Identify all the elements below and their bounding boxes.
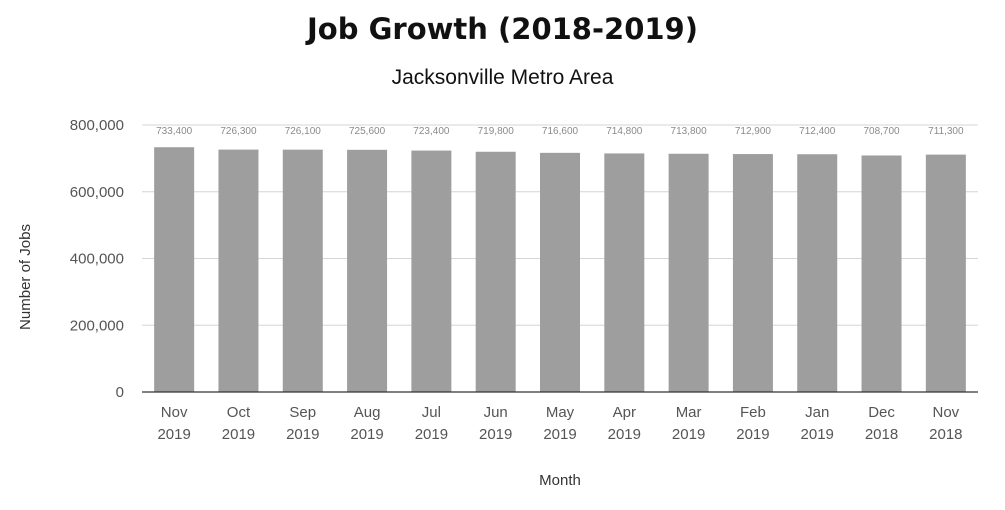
x-tick-label: May (546, 404, 575, 421)
data-label: 716,600 (542, 126, 579, 137)
x-tick-label: 2018 (929, 426, 962, 443)
y-tick-label: 800,000 (70, 117, 124, 134)
x-tick-label: 2019 (286, 426, 319, 443)
bar (347, 149, 388, 392)
x-tick-label: 2019 (479, 426, 512, 443)
x-tick-label: 2019 (736, 426, 769, 443)
data-label: 726,100 (285, 126, 322, 137)
x-tick-label: Jan (805, 404, 829, 421)
data-label: 714,800 (606, 126, 643, 137)
bar (282, 149, 323, 392)
x-tick-label: 2019 (801, 426, 834, 443)
x-tick-label: 2019 (157, 426, 190, 443)
y-tick-label: 600,000 (70, 184, 124, 201)
x-tick-label: Jun (484, 404, 508, 421)
chart-subtitle: Jacksonville Metro Area (391, 66, 614, 89)
x-axis-title: Month (539, 472, 581, 489)
x-tick-label: 2019 (543, 426, 576, 443)
bar (925, 154, 966, 392)
x-tick-label: 2018 (865, 426, 898, 443)
data-label: 733,400 (156, 126, 193, 137)
data-label: 711,300 (928, 126, 964, 137)
x-tick-label: Feb (740, 404, 766, 421)
y-tick-label: 200,000 (70, 317, 124, 334)
bar (218, 149, 259, 392)
data-label: 712,900 (735, 126, 772, 137)
x-tick-label: 2019 (672, 426, 705, 443)
data-label: 719,800 (478, 126, 515, 137)
x-tick-label: Sep (289, 404, 316, 421)
bar (154, 147, 195, 392)
data-label: 712,400 (799, 126, 836, 137)
y-tick-label: 400,000 (70, 251, 124, 268)
y-axis-title: Number of Jobs (17, 224, 34, 330)
x-tick-label: Nov (933, 404, 960, 421)
x-tick-label: 2019 (222, 426, 255, 443)
x-tick-label: Mar (676, 404, 702, 421)
x-tick-label: 2019 (608, 426, 641, 443)
bar (540, 152, 580, 392)
chart-title: Job Growth (2018-2019) (307, 12, 698, 46)
data-label: 725,600 (349, 126, 386, 137)
x-tick-label: Nov (161, 404, 188, 421)
data-label: 726,300 (220, 126, 257, 137)
y-tick-label: 0 (116, 384, 124, 401)
data-label: 723,400 (413, 126, 450, 137)
bar (668, 153, 709, 392)
bar (861, 155, 902, 392)
bar (475, 151, 516, 392)
x-tick-label: Apr (613, 404, 636, 421)
x-tick-label: Aug (354, 404, 381, 421)
x-tick-label: 2019 (350, 426, 383, 443)
data-label: 708,700 (863, 126, 900, 137)
x-tick-label: 2019 (415, 426, 448, 443)
x-tick-label: Jul (422, 404, 441, 421)
x-tick-label: Dec (868, 404, 895, 421)
data-label: 713,800 (671, 126, 708, 137)
x-tick-label: Oct (227, 404, 251, 421)
bar (732, 154, 773, 392)
bar (411, 150, 452, 392)
bar (604, 153, 645, 392)
bar (797, 154, 838, 392)
